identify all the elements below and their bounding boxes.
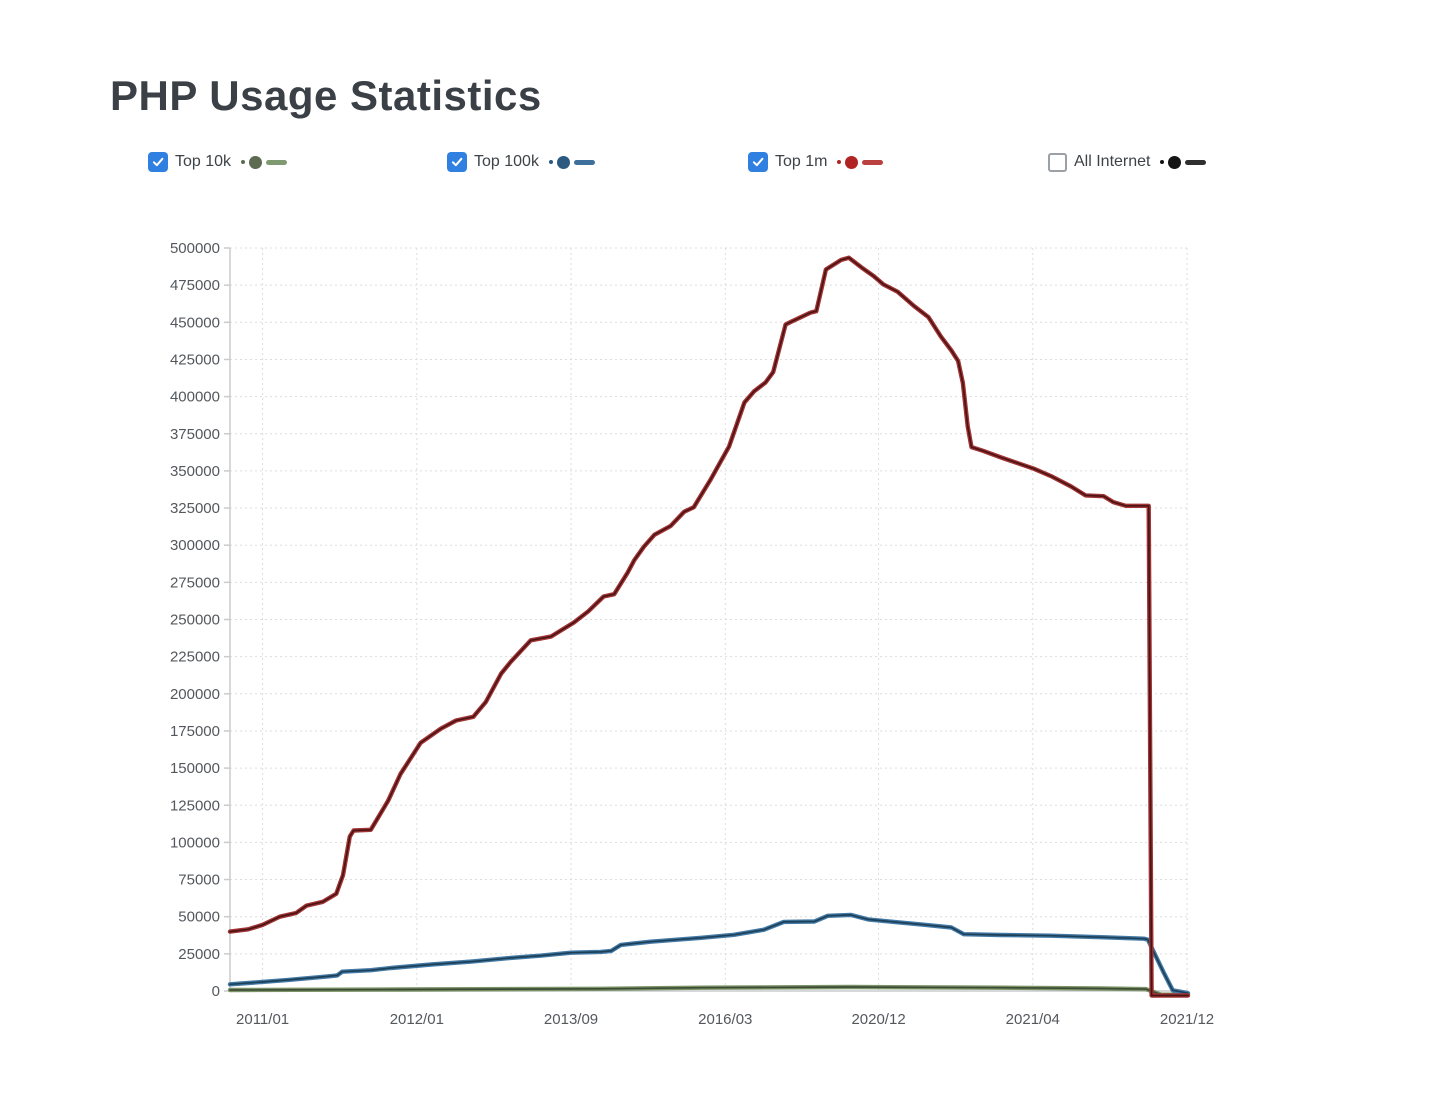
legend-marker-all-internet	[1160, 155, 1207, 169]
series-line-top-100k	[227, 912, 1191, 996]
legend: Top 10k Top 100k Top 1m All Internet	[0, 150, 1456, 176]
x-axis-tick-label: 2011/01	[236, 1011, 289, 1028]
y-axis-tick-label: 325000	[170, 500, 220, 517]
y-axis-tick-label: 350000	[170, 463, 220, 480]
legend-label-top-10k: Top 10k	[175, 153, 232, 170]
legend-item-top-100k[interactable]: Top 100k	[447, 150, 595, 174]
y-axis-tick-label: 100000	[170, 834, 220, 851]
legend-marker-top-100k	[548, 155, 595, 169]
y-axis-tick-label: 425000	[170, 351, 220, 368]
legend-label-top-100k: Top 100k	[474, 153, 539, 170]
y-axis-tick-label: 50000	[178, 909, 220, 926]
y-axis-tick-label: 450000	[170, 314, 220, 331]
y-axis-tick-label: 25000	[178, 946, 220, 963]
y-axis-tick-label: 250000	[170, 612, 220, 629]
y-axis-tick-label: 75000	[178, 872, 220, 889]
y-axis-tick-label: 375000	[170, 426, 220, 443]
checkmark-icon	[152, 157, 164, 167]
legend-dash-icon	[862, 159, 884, 165]
legend-minidot-icon	[241, 160, 246, 164]
legend-minidot-icon	[837, 160, 842, 164]
legend-item-top-1m[interactable]: Top 1m	[748, 150, 884, 174]
y-axis-tick-label: 0	[212, 983, 220, 1000]
x-axis-tick-label: 2021/12	[1160, 1011, 1214, 1028]
x-axis-tick-label: 2013/09	[544, 1011, 598, 1028]
chart-title: PHP Usage Statistics	[110, 72, 542, 120]
legend-checkbox-all-internet[interactable]	[1048, 152, 1067, 172]
y-axis-tick-label: 400000	[170, 389, 220, 406]
series-line-top-1m	[227, 255, 1191, 998]
legend-dash-icon	[573, 159, 595, 165]
legend-dash-icon	[1185, 159, 1207, 165]
legend-item-top-10k[interactable]: Top 10k	[148, 150, 288, 174]
legend-dot-icon	[249, 155, 263, 169]
x-axis-tick-label: 2020/12	[851, 1011, 905, 1028]
y-axis-tick-label: 475000	[170, 277, 220, 294]
y-axis-tick-label: 125000	[170, 797, 220, 814]
x-axis-tick-label: 2012/01	[390, 1011, 444, 1028]
legend-dot-icon	[845, 155, 859, 169]
y-axis-tick-label: 200000	[170, 686, 220, 703]
legend-minidot-icon	[548, 160, 553, 164]
legend-item-all-internet[interactable]: All Internet	[1048, 150, 1207, 174]
y-axis-tick-label: 500000	[170, 240, 220, 257]
y-axis-tick-label: 150000	[170, 760, 220, 777]
legend-checkbox-top-10k[interactable]	[148, 152, 168, 172]
y-axis-tick-label: 175000	[170, 723, 220, 740]
legend-label-top-1m: Top 1m	[775, 153, 828, 170]
y-axis-tick-label: 275000	[170, 574, 220, 591]
legend-label-all-internet: All Internet	[1074, 153, 1151, 170]
legend-dot-icon	[1168, 155, 1182, 169]
legend-marker-top-10k	[241, 155, 288, 169]
legend-checkbox-top-1m[interactable]	[748, 152, 768, 172]
checkmark-icon	[752, 157, 764, 167]
series-line-core-top-100k	[229, 914, 1189, 995]
x-axis-tick-label: 2021/04	[1006, 1011, 1060, 1028]
checkmark-icon	[451, 157, 463, 167]
legend-minidot-icon	[1160, 160, 1165, 164]
y-axis-tick-label: 225000	[170, 649, 220, 666]
legend-dash-icon	[266, 159, 288, 165]
x-axis-tick-label: 2016/03	[698, 1011, 752, 1028]
series-line-core-top-1m	[229, 256, 1189, 997]
legend-dot-icon	[556, 155, 570, 169]
legend-checkbox-top-100k[interactable]	[447, 152, 467, 172]
legend-marker-top-1m	[837, 155, 884, 169]
y-axis-tick-label: 300000	[170, 537, 220, 554]
